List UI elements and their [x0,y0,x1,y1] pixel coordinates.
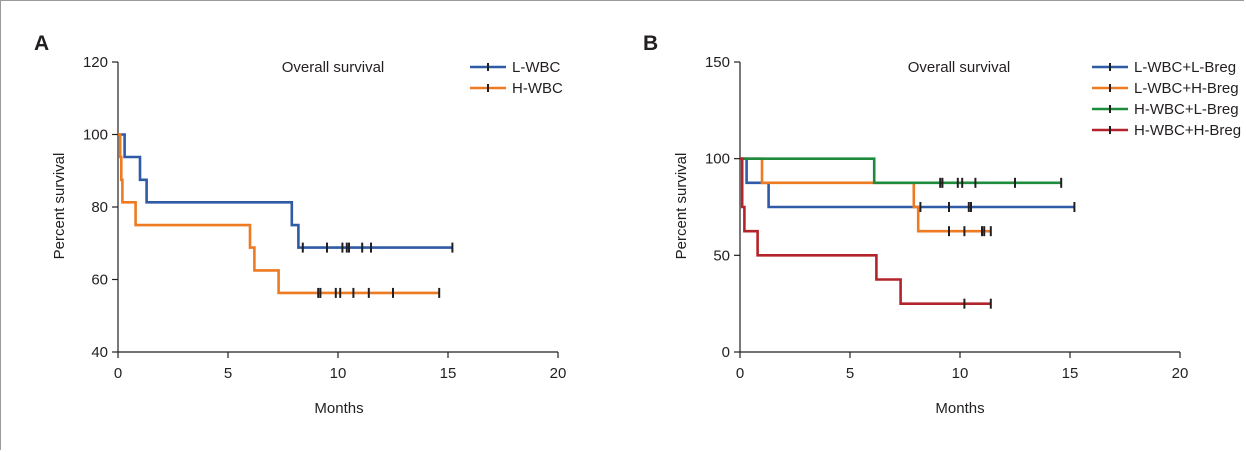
panel-b-x-tick-label: 20 [1172,365,1189,382]
panel-a-y-tick-label: 120 [83,54,108,71]
panel-b-y-tick-label: 0 [722,344,730,361]
panel-b-y-tick-label: 100 [705,151,730,168]
panel-b-legend-label-h-wbc-h-breg: H-WBC+H-Breg [1134,122,1241,139]
panel-b-series-line-h-wbc-l-breg [740,157,1062,185]
panel-a-legend-label-l-wbc: L-WBC [512,59,561,76]
panel-b-letter: B [643,32,658,55]
panel-a-y-axis-title: Percent survival [51,153,68,260]
panel-a-x-tick-label: 10 [330,365,347,382]
panel-b-x-tick-label: 10 [952,365,969,382]
panel-b-series-line-h-wbc-h-breg [740,157,991,306]
panel-b-legend: L-WBC+L-Breg L-WBC+H-Breg H-WBC+L-Breg H-WB… [1092,59,1241,139]
panel-a-y-tick-label: 100 [83,127,108,144]
panel-a-y-tick-label: 40 [91,344,108,361]
panel-a-title: Overall survival [282,59,385,76]
panel-b-legend-label-l-wbc-h-breg: L-WBC+H-Breg [1134,80,1239,97]
panel-a-series-line-h-wbc [118,133,440,295]
panel-a-y-tick-label: 60 [91,272,108,289]
panel-a-axes: 0 5 10 15 20 40 60 80 100 120 [83,54,566,382]
panel-a-x-tick-label: 15 [440,365,457,382]
panel-a-legend: L-WBC H-WBC [470,59,563,97]
panel-b-y-tick-label: 50 [713,247,730,264]
panel-b-x-tick-label: 0 [736,365,744,382]
panel-b-legend-label-l-wbc-l-breg: L-WBC+L-Breg [1134,59,1236,76]
panel-b-title: Overall survival [908,59,1011,76]
panel-b-legend-label-h-wbc-l-breg: H-WBC+L-Breg [1134,101,1239,118]
panel-b-axes: 0 5 10 15 20 0 50 100 150 [705,54,1188,382]
panel-a-y-tick-label: 80 [91,199,108,216]
panel-a-x-tick-label: 20 [550,365,567,382]
panel-a-legend-label-h-wbc: H-WBC [512,80,563,97]
panel-a-series [118,133,454,298]
panel-a-x-tick-label: 5 [224,365,232,382]
panel-a-letter: A [34,32,49,55]
panel-b-series-line-l-wbc-h-breg [740,157,991,233]
panel-b: B 0 5 10 15 20 0 50 100 150 Overall survival Mon… [643,32,1241,417]
panel-b-series [740,157,1076,309]
panel-a-x-axis-title: Months [314,400,363,417]
panel-b-y-tick-label: 150 [705,54,730,71]
panel-a-x-tick-label: 0 [114,365,122,382]
panel-b-x-tick-label: 5 [846,365,854,382]
panel-b-y-axis-title: Percent survival [673,153,690,260]
panel-a-series-line-l-wbc [118,133,453,249]
panel-b-x-tick-label: 15 [1062,365,1079,382]
panel-b-x-axis-title: Months [935,400,984,417]
